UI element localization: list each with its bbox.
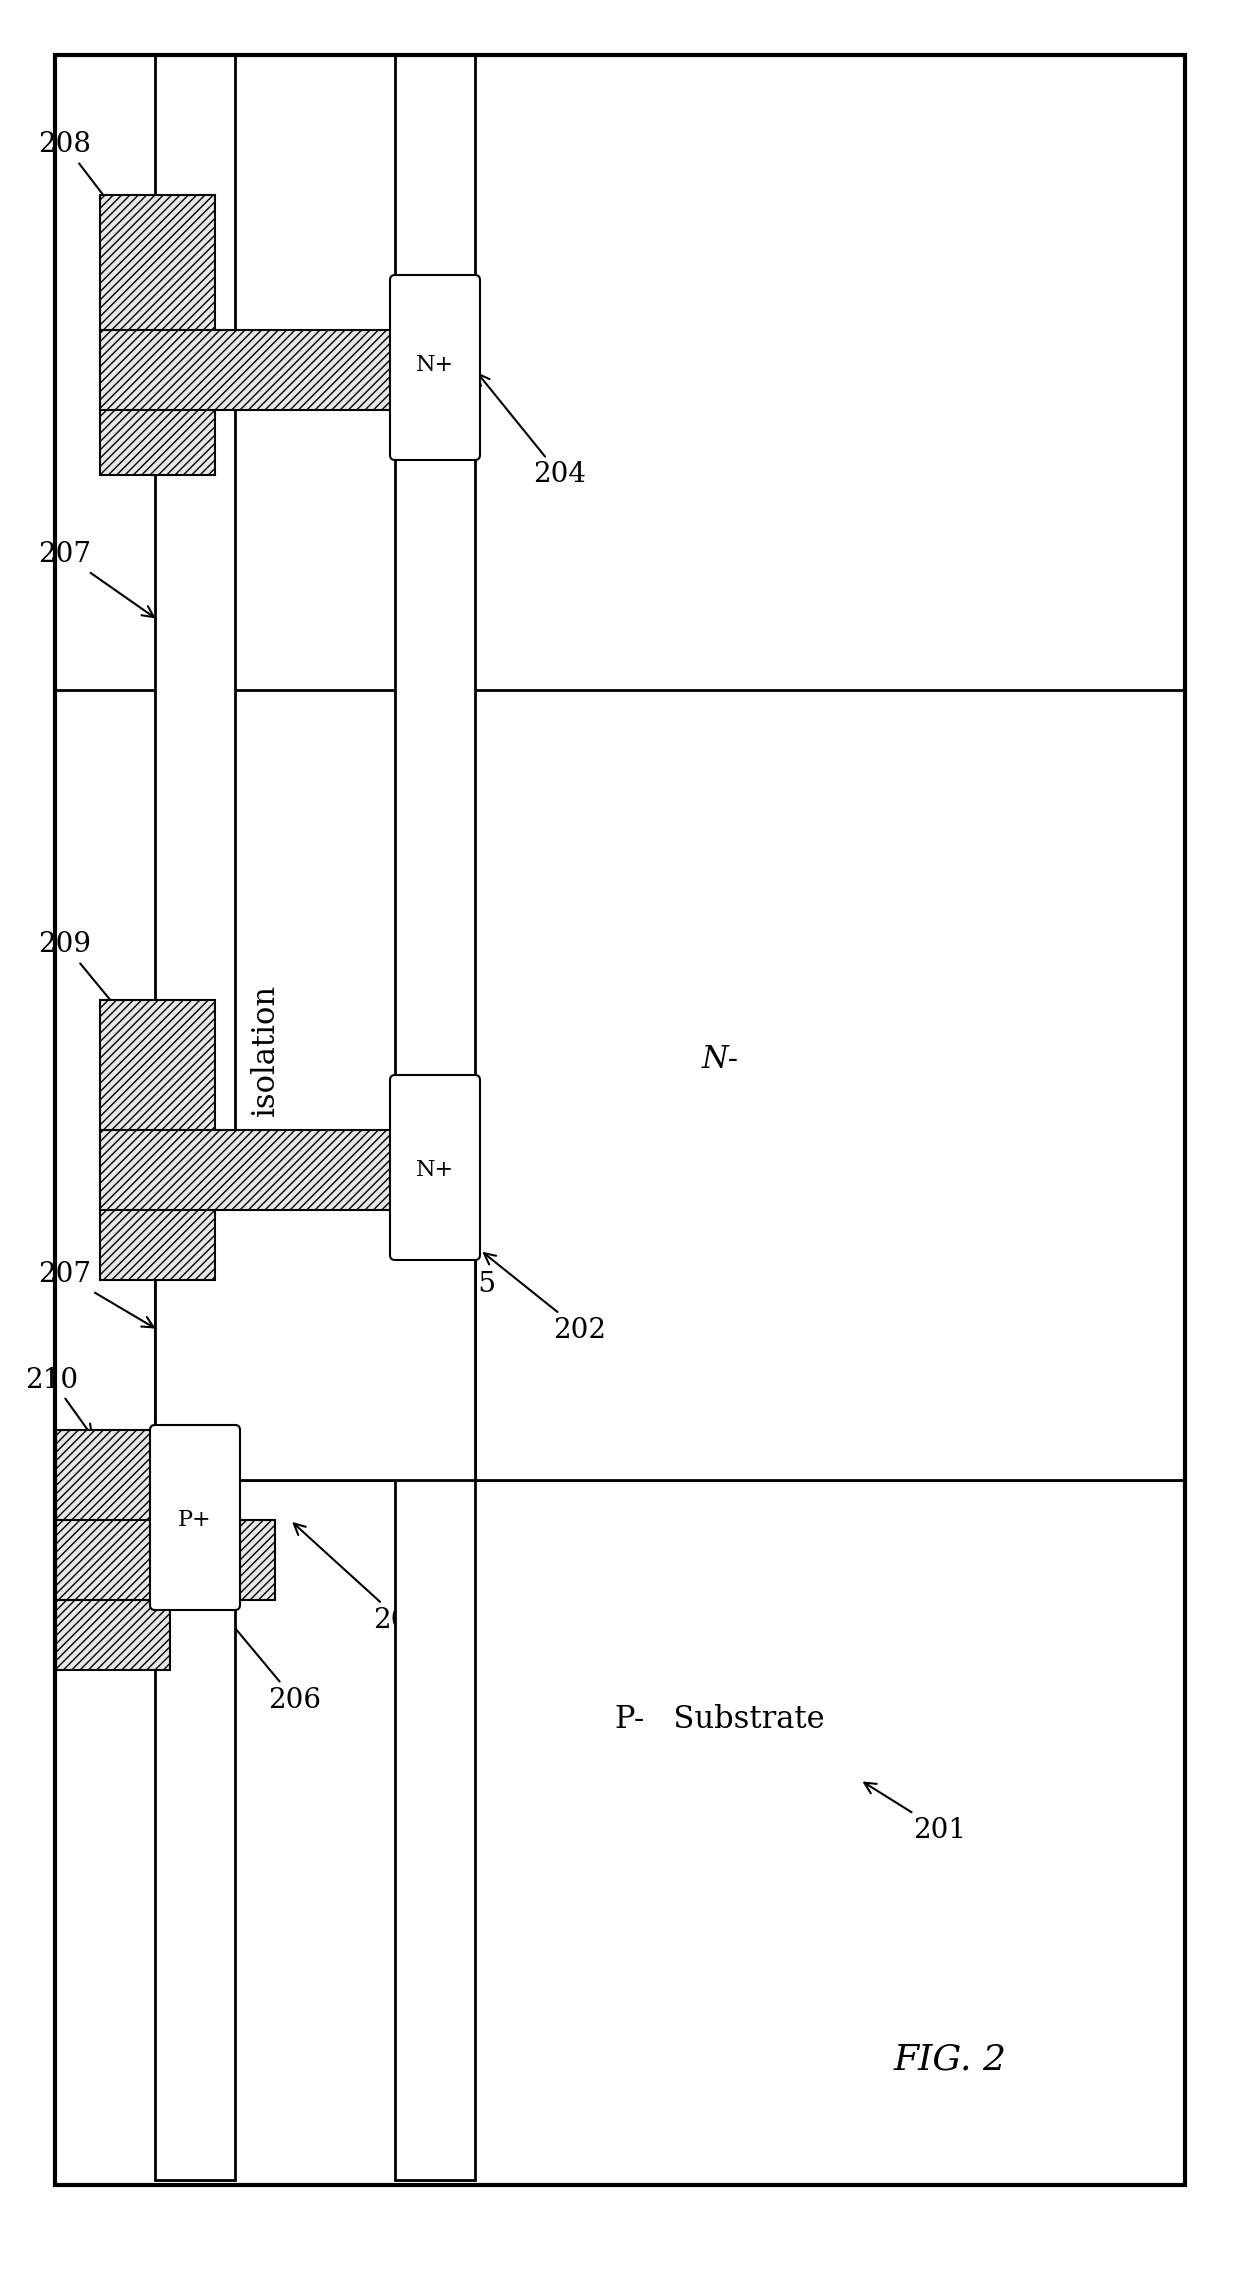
Text: FIG. 2: FIG. 2: [894, 2044, 1007, 2078]
Text: 205: 205: [444, 1260, 496, 1298]
Bar: [100, 194, 215, 475]
FancyBboxPatch shape: [391, 274, 480, 459]
Bar: [55, 1520, 275, 1600]
Bar: [155, 55, 236, 2181]
Text: 207: 207: [38, 1262, 154, 1328]
Text: 201: 201: [864, 1783, 966, 1843]
Text: 203: 203: [294, 1522, 427, 1634]
FancyBboxPatch shape: [391, 1074, 480, 1260]
Text: 208: 208: [38, 133, 126, 226]
Bar: [55, 690, 1185, 1479]
Text: N-: N-: [702, 1045, 739, 1074]
Bar: [155, 1200, 475, 1479]
Text: 207: 207: [38, 542, 154, 617]
Bar: [100, 999, 215, 1280]
Text: P-   Substrate: P- Substrate: [615, 1705, 825, 1735]
Bar: [55, 1479, 1185, 2185]
Text: P+: P+: [179, 1509, 212, 1532]
Text: N+: N+: [415, 1159, 454, 1182]
Text: 210: 210: [26, 1367, 92, 1436]
Text: 209: 209: [38, 930, 131, 1026]
Text: N+: N+: [415, 354, 454, 375]
FancyBboxPatch shape: [150, 1424, 241, 1609]
Text: P: P: [205, 1356, 226, 1385]
Text: 206: 206: [223, 1614, 321, 1714]
Text: isolation: isolation: [249, 983, 280, 1116]
Bar: [55, 1431, 170, 1671]
Bar: [100, 329, 396, 409]
Text: 202: 202: [484, 1253, 606, 1344]
Bar: [100, 1129, 396, 1209]
Text: 204: 204: [479, 375, 587, 489]
Bar: [396, 55, 475, 2181]
